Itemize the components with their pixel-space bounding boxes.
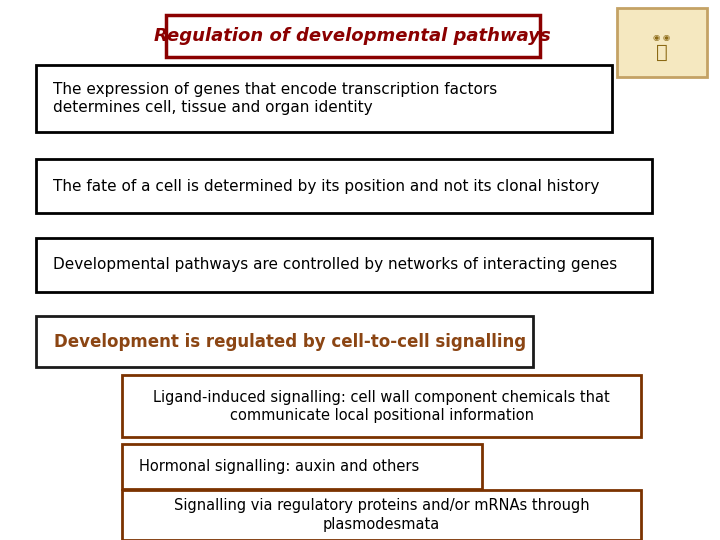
FancyBboxPatch shape bbox=[166, 15, 540, 57]
Text: Ligand-induced signalling: cell wall component chemicals that
communicate local : Ligand-induced signalling: cell wall com… bbox=[153, 389, 610, 423]
Text: 🦅: 🦅 bbox=[656, 43, 668, 62]
Text: Regulation of developmental pathways: Regulation of developmental pathways bbox=[154, 26, 552, 45]
FancyBboxPatch shape bbox=[122, 490, 641, 540]
Text: Developmental pathways are controlled by networks of interacting genes: Developmental pathways are controlled by… bbox=[53, 257, 617, 272]
Text: Hormonal signalling: auxin and others: Hormonal signalling: auxin and others bbox=[139, 459, 419, 474]
FancyBboxPatch shape bbox=[122, 444, 482, 489]
FancyBboxPatch shape bbox=[36, 65, 612, 132]
FancyBboxPatch shape bbox=[122, 375, 641, 437]
Text: Signalling via regulatory proteins and/or mRNAs through
plasmodesmata: Signalling via regulatory proteins and/o… bbox=[174, 498, 590, 532]
FancyBboxPatch shape bbox=[36, 316, 533, 367]
FancyBboxPatch shape bbox=[36, 159, 652, 213]
FancyBboxPatch shape bbox=[617, 8, 707, 77]
Text: Development is regulated by cell-to-cell signalling: Development is regulated by cell-to-cell… bbox=[54, 333, 526, 350]
Text: The expression of genes that encode transcription factors
determines cell, tissu: The expression of genes that encode tran… bbox=[53, 82, 497, 116]
FancyBboxPatch shape bbox=[36, 238, 652, 292]
Text: The fate of a cell is determined by its position and not its clonal history: The fate of a cell is determined by its … bbox=[53, 179, 599, 194]
Text: ◉ ◉: ◉ ◉ bbox=[654, 33, 670, 42]
